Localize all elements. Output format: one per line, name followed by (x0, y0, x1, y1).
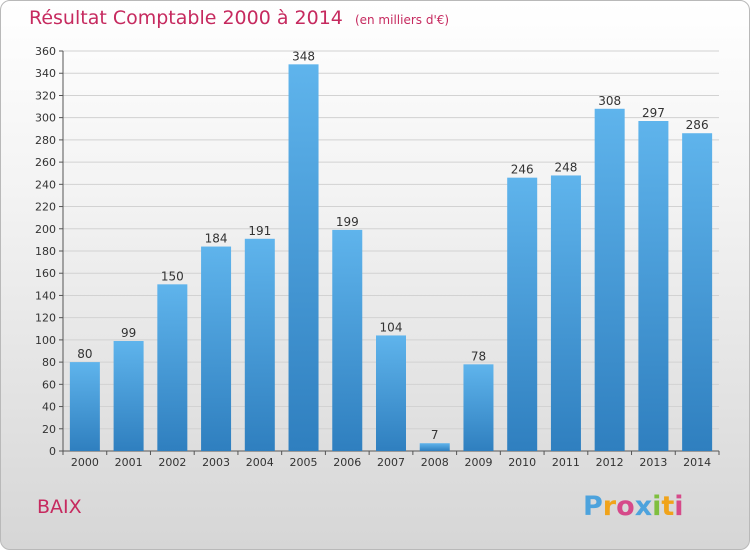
logo-letter: i (652, 491, 662, 522)
x-tick-label: 2000 (71, 456, 99, 469)
x-tick-label: 2011 (552, 456, 580, 469)
y-tick-label: 100 (35, 334, 56, 347)
y-tick-label: 300 (35, 112, 56, 125)
y-tick-label: 200 (35, 223, 56, 236)
x-tick-label: 2003 (202, 456, 230, 469)
y-tick-label: 340 (35, 67, 56, 80)
y-tick-label: 40 (42, 401, 56, 414)
y-tick-label: 180 (35, 245, 56, 258)
location-label: BAIX (37, 496, 82, 518)
bar (594, 108, 625, 452)
y-tick-label: 240 (35, 178, 56, 191)
x-tick-label: 2014 (683, 456, 711, 469)
y-tick-label: 120 (35, 312, 56, 325)
bars (69, 64, 713, 452)
logo-letter: o (616, 491, 635, 522)
bar (682, 133, 713, 451)
bar (376, 335, 406, 451)
data-label: 78 (471, 349, 486, 363)
y-tick-label: 60 (42, 378, 56, 391)
bar (507, 177, 538, 451)
y-tick-label: 20 (42, 423, 56, 436)
x-tick-label: 2009 (464, 456, 492, 469)
y-tick-label: 280 (35, 134, 56, 147)
x-tick-label: 2013 (639, 456, 667, 469)
proxiti-logo: Proxiti (583, 491, 684, 522)
data-label: 184 (205, 232, 228, 246)
x-tick-label: 2008 (421, 456, 449, 469)
y-tick-label: 260 (35, 156, 56, 169)
x-tick-label: 2006 (333, 456, 361, 469)
logo-letter: x (634, 491, 653, 522)
axes: 0 20 40 60 80 100 120 140 160 180 200 220 240 260 280 3… (35, 45, 720, 469)
y-tick-label: 80 (42, 356, 56, 369)
logo-letter: i (674, 491, 684, 522)
x-tick-label: 2002 (158, 456, 186, 469)
bar (419, 443, 450, 451)
data-label: 308 (598, 94, 621, 108)
x-tick-label: 2001 (115, 456, 143, 469)
y-tick-label: 360 (35, 45, 56, 58)
y-tick-label: 160 (35, 267, 56, 280)
logo-letter: P (583, 491, 603, 522)
data-label: 99 (121, 326, 136, 340)
bar (113, 341, 144, 451)
chart-title: Résultat Comptable 2000 à 2014 (en milli… (29, 7, 449, 29)
bar (288, 64, 319, 452)
bar (638, 121, 669, 451)
bar (69, 362, 100, 451)
bar (244, 238, 275, 451)
data-label: 80 (77, 347, 92, 361)
data-label: 248 (554, 160, 577, 174)
data-label: 297 (642, 106, 665, 120)
logo-letter: r (602, 491, 617, 522)
x-tick-label: 2010 (508, 456, 536, 469)
bar (157, 284, 188, 451)
logo-letter: t (661, 491, 675, 522)
y-tick-label: 220 (35, 201, 56, 214)
data-label: 246 (511, 163, 534, 177)
bar (201, 246, 232, 451)
bar (332, 229, 363, 451)
y-tick-label: 320 (35, 89, 56, 102)
bar (463, 364, 494, 451)
data-label: 191 (248, 224, 271, 238)
data-label: 286 (686, 118, 709, 132)
bar (550, 175, 581, 451)
data-label: 348 (292, 49, 315, 63)
chart-title-text: Résultat Comptable 2000 à 2014 (29, 7, 343, 29)
x-tick-label: 2012 (596, 456, 624, 469)
y-tick-label: 0 (49, 445, 56, 458)
data-label: 150 (161, 269, 184, 283)
x-tick-label: 2005 (290, 456, 318, 469)
x-tick-label: 2004 (246, 456, 274, 469)
y-tick-label: 140 (35, 289, 56, 302)
data-label: 7 (431, 428, 439, 442)
data-label: 104 (380, 320, 403, 334)
data-label: 199 (336, 215, 359, 229)
x-tick-label: 2007 (377, 456, 405, 469)
chart-subtitle: (en milliers d'€) (354, 13, 450, 27)
data-labels: 80 99 150 184 191 348 199 104 7 78 246 248 308 297 286 (77, 49, 708, 442)
